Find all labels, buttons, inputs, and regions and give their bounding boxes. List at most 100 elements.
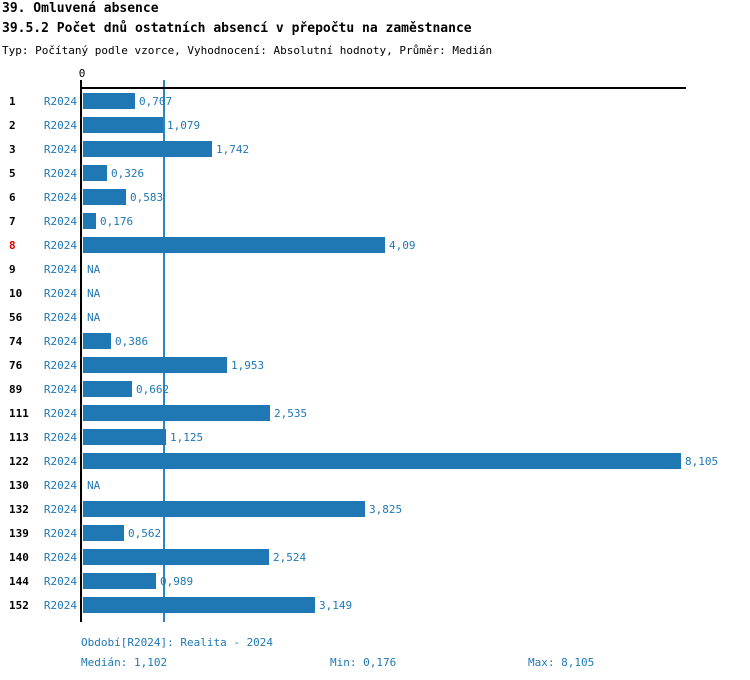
bar — [83, 405, 270, 421]
bar — [83, 357, 227, 373]
category-label: 140 — [9, 551, 29, 564]
series-label: R2024 — [43, 95, 77, 108]
category-label: 7 — [9, 215, 16, 228]
bar-row: 3 R2024 1,742 — [0, 137, 750, 161]
series-label: R2024 — [43, 599, 77, 612]
value-label: 3,149 — [319, 599, 353, 612]
bar-row: 2 R2024 1,079 — [0, 113, 750, 137]
value-label: 0,386 — [115, 335, 149, 348]
category-label: 2 — [9, 119, 16, 132]
value-label: 0,989 — [160, 575, 194, 588]
bar — [83, 333, 111, 349]
category-label: 113 — [9, 431, 29, 444]
category-label: 5 — [9, 167, 16, 180]
min-stat: Min: 0,176 — [330, 656, 397, 669]
category-label: 89 — [9, 383, 23, 396]
bar-row: 1 R2024 0,707 — [0, 89, 750, 113]
series-label: R2024 — [43, 167, 77, 180]
bar-rows: 1 R2024 0,707 2 R2024 1,079 3 R2024 1,742 5 R2024 0… — [0, 89, 750, 617]
series-label: R2024 — [43, 407, 77, 420]
bar — [83, 525, 124, 541]
value-label: 1,742 — [216, 143, 250, 156]
bar-row: 139 R2024 0,562 — [0, 521, 750, 545]
value-label: 4,09 — [389, 239, 416, 252]
bar — [83, 141, 212, 157]
value-label: NA — [87, 311, 101, 324]
value-label: 0,326 — [111, 167, 145, 180]
value-label: 0,562 — [128, 527, 162, 540]
bar-row: 152 R2024 3,149 — [0, 593, 750, 617]
series-label: R2024 — [43, 191, 77, 204]
category-label: 1 — [9, 95, 16, 108]
period-label: Období[R2024]: Realita - 2024 — [81, 636, 274, 649]
category-label: 3 — [9, 143, 16, 156]
bar — [83, 597, 315, 613]
category-label: 56 — [9, 311, 23, 324]
bar — [83, 429, 166, 445]
series-label: R2024 — [43, 215, 77, 228]
series-label: R2024 — [43, 551, 77, 564]
bar-row: 122 R2024 8,105 — [0, 449, 750, 473]
zero-tick-label: 0 — [78, 67, 86, 80]
value-label: 3,825 — [369, 503, 403, 516]
top-axis-line — [80, 87, 686, 89]
bar-row: 76 R2024 1,953 — [0, 353, 750, 377]
bar — [83, 453, 681, 469]
series-label: R2024 — [43, 143, 77, 156]
category-label: 139 — [9, 527, 29, 540]
series-label: R2024 — [43, 119, 77, 132]
series-label: R2024 — [43, 359, 77, 372]
value-label: 1,125 — [170, 431, 204, 444]
series-label: R2024 — [43, 311, 77, 324]
value-label: NA — [87, 287, 101, 300]
bar — [83, 213, 96, 229]
bar-row: 74 R2024 0,386 — [0, 329, 750, 353]
category-label: 10 — [9, 287, 23, 300]
bar — [83, 573, 156, 589]
series-label: R2024 — [43, 335, 77, 348]
bar-row: 144 R2024 0,989 — [0, 569, 750, 593]
value-label: 2,535 — [274, 407, 308, 420]
bar-row: 89 R2024 0,662 — [0, 377, 750, 401]
value-label: 8,105 — [685, 455, 719, 468]
chart-title: 39.5.2 Počet dnů ostatních absencí v pře… — [2, 21, 472, 36]
bar — [83, 93, 135, 109]
value-label: NA — [87, 263, 101, 276]
series-label: R2024 — [43, 431, 77, 444]
median-reference-line — [163, 80, 165, 622]
category-label: 74 — [9, 335, 23, 348]
value-label: 0,662 — [136, 383, 170, 396]
bar-row: 5 R2024 0,326 — [0, 161, 750, 185]
y-axis-line — [80, 80, 82, 622]
category-label: 132 — [9, 503, 29, 516]
series-label: R2024 — [43, 479, 77, 492]
series-label: R2024 — [43, 239, 77, 252]
bar — [83, 237, 385, 253]
bar-row: 140 R2024 2,524 — [0, 545, 750, 569]
value-label: 0,583 — [130, 191, 164, 204]
category-label: 144 — [9, 575, 29, 588]
page-title: 39. Omluvená absence — [2, 1, 159, 16]
median-stat: Medián: 1,102 — [81, 656, 168, 669]
category-label: 76 — [9, 359, 23, 372]
bar-row: 8 R2024 4,09 — [0, 233, 750, 257]
series-label: R2024 — [43, 263, 77, 276]
bar — [83, 189, 126, 205]
category-label: 9 — [9, 263, 16, 276]
series-label: R2024 — [43, 383, 77, 396]
bar — [83, 381, 132, 397]
bar — [83, 501, 365, 517]
bar — [83, 549, 269, 565]
category-label: 122 — [9, 455, 29, 468]
value-label: 2,524 — [273, 551, 307, 564]
bar — [83, 165, 107, 181]
bar-row: 130 R2024 NA — [0, 473, 750, 497]
value-label: 0,176 — [100, 215, 134, 228]
series-label: R2024 — [43, 527, 77, 540]
bar-row: 113 R2024 1,125 — [0, 425, 750, 449]
value-label: NA — [87, 479, 101, 492]
bar-row: 111 R2024 2,535 — [0, 401, 750, 425]
bar-row: 56 R2024 NA — [0, 305, 750, 329]
chart-meta-info: Typ: Počítaný podle vzorce, Vyhodnocení:… — [2, 44, 493, 57]
category-label: 111 — [9, 407, 29, 420]
